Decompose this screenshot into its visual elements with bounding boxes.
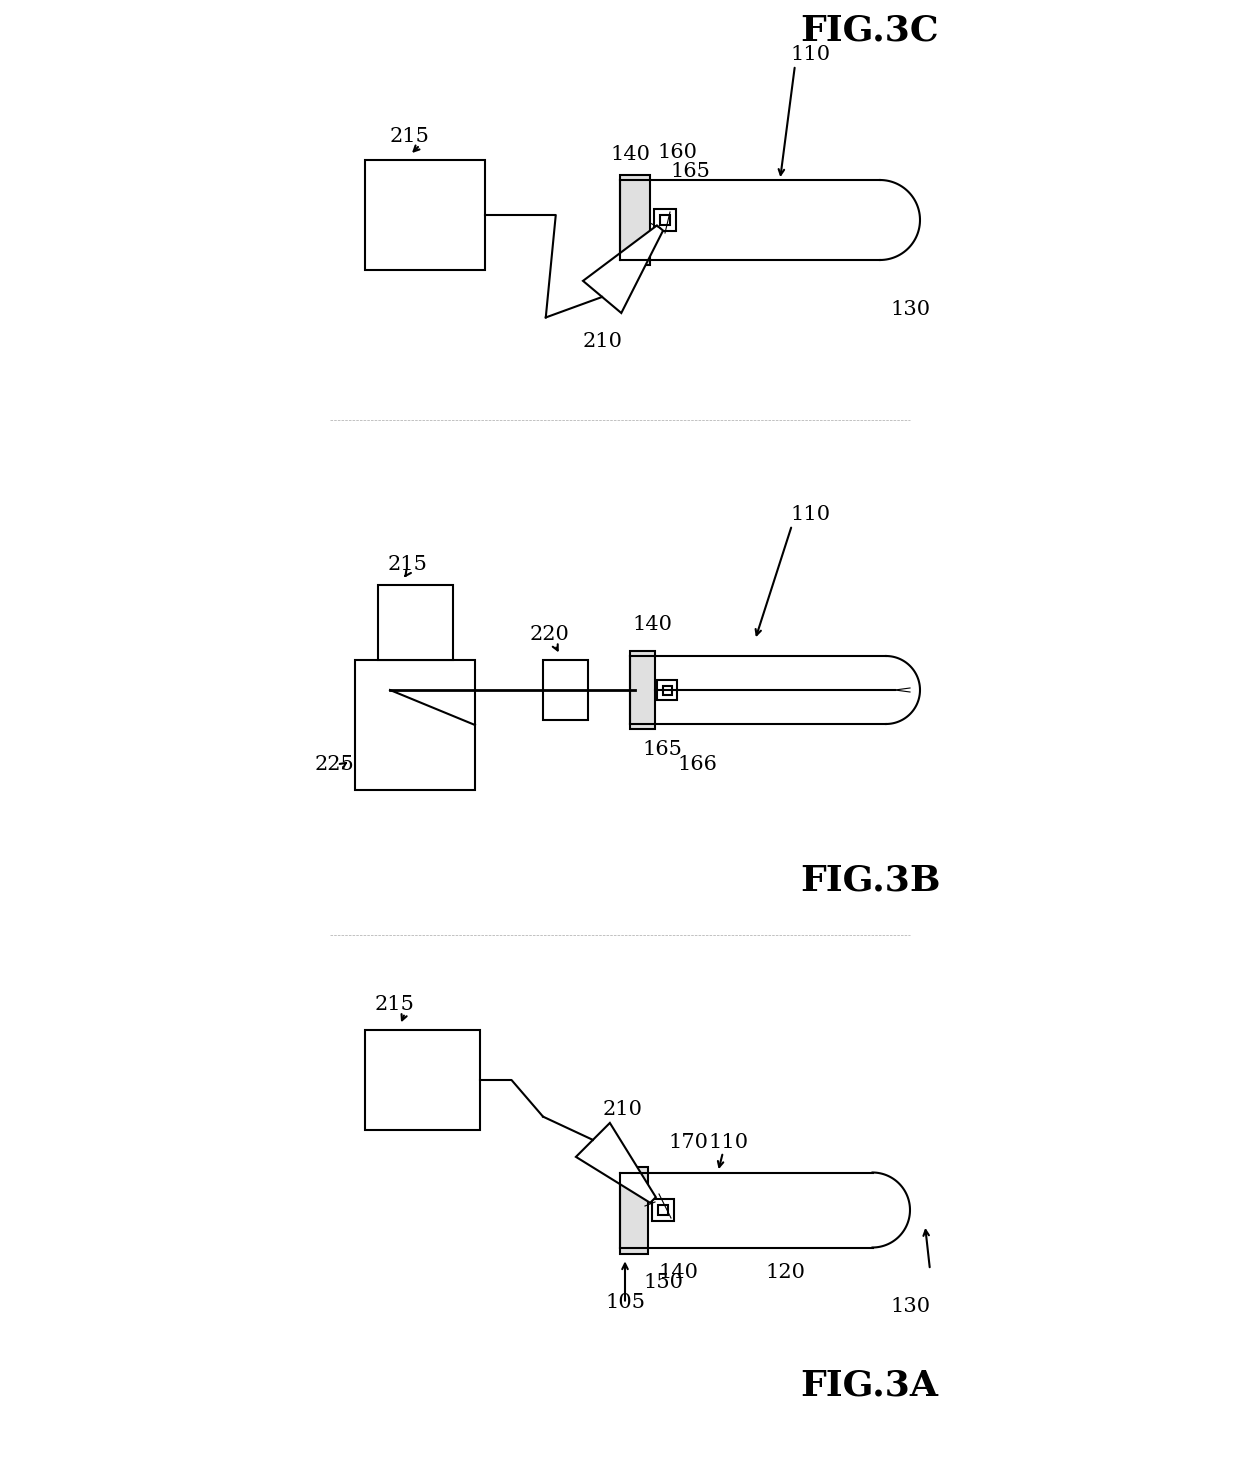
- Text: 130: 130: [890, 300, 930, 320]
- Bar: [662, 685, 672, 694]
- Text: 140: 140: [632, 616, 672, 633]
- Text: 150: 150: [644, 1273, 683, 1292]
- Bar: [653, 209, 676, 231]
- Text: 130: 130: [890, 1298, 930, 1317]
- Text: 110: 110: [790, 505, 830, 524]
- Text: FIG.3C: FIG.3C: [800, 13, 939, 47]
- Text: 110: 110: [790, 44, 830, 64]
- Bar: [355, 660, 475, 790]
- Polygon shape: [583, 225, 663, 312]
- Bar: [620, 175, 650, 265]
- Text: 160: 160: [657, 144, 697, 161]
- Text: 166: 166: [677, 755, 717, 774]
- Bar: [660, 215, 670, 225]
- Text: 170: 170: [668, 1134, 708, 1151]
- Bar: [630, 651, 655, 730]
- Text: FIG.3B: FIG.3B: [800, 863, 940, 897]
- Text: 215: 215: [374, 995, 415, 1014]
- Text: 210: 210: [582, 332, 622, 351]
- Text: 165: 165: [642, 740, 682, 759]
- Text: 225: 225: [315, 755, 355, 774]
- Bar: [658, 1205, 668, 1215]
- Text: 110: 110: [708, 1134, 748, 1151]
- Bar: [365, 1030, 480, 1131]
- Text: 105: 105: [605, 1294, 645, 1313]
- Text: 215: 215: [388, 555, 428, 574]
- Text: FIG.3A: FIG.3A: [800, 1368, 937, 1402]
- Text: 140: 140: [658, 1262, 698, 1282]
- Text: 165: 165: [670, 161, 709, 181]
- Bar: [543, 660, 588, 719]
- Text: 140: 140: [610, 145, 650, 164]
- Bar: [652, 1199, 675, 1221]
- Bar: [365, 160, 485, 269]
- Bar: [377, 585, 453, 660]
- Text: 215: 215: [391, 127, 430, 147]
- Text: 220: 220: [529, 625, 570, 644]
- Text: 120: 120: [765, 1262, 805, 1282]
- Text: 210: 210: [603, 1100, 642, 1119]
- Bar: [620, 1166, 649, 1254]
- Bar: [657, 679, 677, 700]
- Polygon shape: [575, 1123, 656, 1203]
